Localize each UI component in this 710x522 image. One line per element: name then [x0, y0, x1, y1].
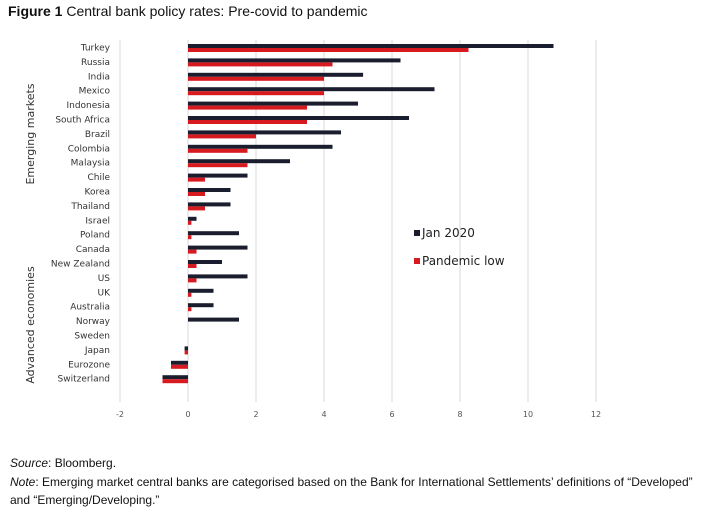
- bar-pandemic-low-australia: [188, 307, 192, 312]
- bar-jan-2020-colombia: [188, 144, 333, 149]
- bar-jan-2020-indonesia: [188, 101, 358, 106]
- bar-jan-2020-norway: [188, 317, 239, 322]
- notes: Source: Bloomberg. Note: Emerging market…: [10, 454, 700, 510]
- bar-jan-2020-canada: [188, 245, 248, 250]
- note-text: : Emerging market central banks are cate…: [10, 474, 693, 508]
- bar-pandemic-low-korea: [188, 192, 205, 196]
- figure-title: Figure 1 Central bank policy rates: Pre-…: [8, 3, 368, 19]
- bar-pandemic-low-indonesia: [188, 105, 307, 110]
- bar-pandemic-low-us: [188, 278, 197, 283]
- bar-pandemic-low-switzerland: [162, 379, 188, 384]
- bar-pandemic-low-israel: [188, 220, 192, 225]
- bar-jan-2020-israel: [188, 216, 197, 221]
- category-label: Malaysia: [71, 159, 110, 169]
- bar-jan-2020-chile: [188, 173, 248, 178]
- category-label: Sweden: [74, 332, 110, 342]
- bar-jan-2020-russia: [188, 58, 401, 63]
- bar-pandemic-low-japan: [184, 350, 188, 355]
- category-label: US: [98, 274, 111, 284]
- x-tick-label: 12: [591, 410, 601, 419]
- bar-jan-2020-brazil: [188, 130, 341, 135]
- category-label: UK: [98, 288, 112, 298]
- source-line: Source: Bloomberg.: [10, 454, 700, 473]
- group-label-emerging-markets: Emerging markets: [24, 83, 37, 184]
- legend-swatch-pandemic-low: [414, 258, 420, 264]
- bar-pandemic-low-thailand: [188, 206, 205, 211]
- category-label: India: [88, 72, 110, 82]
- bar-jan-2020-india: [188, 72, 364, 77]
- bar-jan-2020-thailand: [188, 202, 231, 207]
- bar-jan-2020-south-africa: [188, 116, 409, 120]
- source-label: Source: [10, 456, 49, 470]
- source-text: : Bloomberg.: [48, 456, 117, 470]
- category-label: Norway: [76, 317, 111, 327]
- bar-jan-2020-malaysia: [188, 159, 290, 164]
- category-label: Eurozone: [68, 360, 110, 370]
- category-label: Chile: [87, 173, 110, 183]
- category-label: South Africa: [55, 116, 110, 126]
- bar-pandemic-low-colombia: [188, 148, 248, 153]
- bar-pandemic-low-chile: [188, 177, 205, 182]
- legend-swatch-jan-2020: [414, 230, 420, 236]
- group-label-advanced-economies: Advanced economies: [24, 266, 37, 384]
- bar-jan-2020-mexico: [188, 87, 435, 92]
- bar-jan-2020-uk: [188, 288, 214, 293]
- note-line: Note: Emerging market central banks are …: [10, 473, 700, 510]
- bar-pandemic-low-mexico: [188, 91, 324, 96]
- category-label: Brazil: [85, 130, 110, 140]
- bar-pandemic-low-brazil: [188, 134, 256, 139]
- category-label: Canada: [76, 245, 110, 255]
- bar-pandemic-low-malaysia: [188, 163, 248, 168]
- x-tick-label: 4: [321, 410, 326, 419]
- category-label: Turkey: [80, 44, 111, 54]
- bar-pandemic-low-turkey: [188, 48, 469, 52]
- bar-pandemic-low-poland: [188, 235, 192, 240]
- bar-pandemic-low-uk: [188, 292, 192, 297]
- category-label: Switzerland: [58, 375, 111, 385]
- legend-label-pandemic-low: Pandemic low: [422, 254, 505, 268]
- legend-label-jan-2020: Jan 2020: [421, 226, 475, 240]
- bar-jan-2020-new-zealand: [188, 260, 222, 264]
- category-label: Japan: [84, 346, 110, 356]
- category-label: Mexico: [79, 87, 111, 97]
- figure-title-text: Central bank policy rates: Pre-covid to …: [66, 3, 368, 19]
- x-tick-label: 6: [389, 410, 394, 419]
- bar-jan-2020-turkey: [188, 44, 554, 48]
- bar-pandemic-low-russia: [188, 62, 333, 67]
- bar-jan-2020-switzerland: [162, 375, 188, 380]
- bar-pandemic-low-south-africa: [188, 120, 307, 124]
- category-label: Israel: [85, 216, 110, 226]
- x-tick-label: 2: [253, 410, 258, 419]
- x-tick-label: -2: [116, 410, 124, 419]
- bar-chart: -2 0 2 4 6 8 10 12 Turkey Russia India Mexico Indone…: [24, 40, 601, 419]
- figure-number: Figure 1: [8, 3, 63, 19]
- category-label: Thailand: [70, 202, 110, 212]
- x-tick-label: 8: [457, 410, 462, 419]
- category-label: Korea: [84, 188, 110, 198]
- category-label: Colombia: [68, 144, 110, 154]
- note-label: Note: [10, 474, 36, 489]
- bar-pandemic-low-india: [188, 76, 324, 81]
- bar-jan-2020-korea: [188, 188, 231, 192]
- bar-jan-2020-poland: [188, 231, 239, 236]
- bar-jan-2020-australia: [188, 303, 214, 308]
- category-label: Indonesia: [66, 101, 110, 111]
- category-label: Australia: [70, 303, 110, 313]
- bar-pandemic-low-new-zealand: [188, 264, 197, 268]
- x-tick-label: 0: [185, 410, 190, 419]
- bar-jan-2020-eurozone: [171, 360, 188, 365]
- bar-pandemic-low-eurozone: [171, 364, 188, 369]
- category-label: Russia: [81, 58, 110, 68]
- x-tick-label: 10: [523, 410, 533, 419]
- category-label: Poland: [80, 231, 110, 241]
- bar-jan-2020-us: [188, 274, 248, 279]
- bar-pandemic-low-canada: [188, 249, 197, 254]
- category-label: New Zealand: [51, 260, 110, 270]
- bar-jan-2020-japan: [184, 346, 188, 351]
